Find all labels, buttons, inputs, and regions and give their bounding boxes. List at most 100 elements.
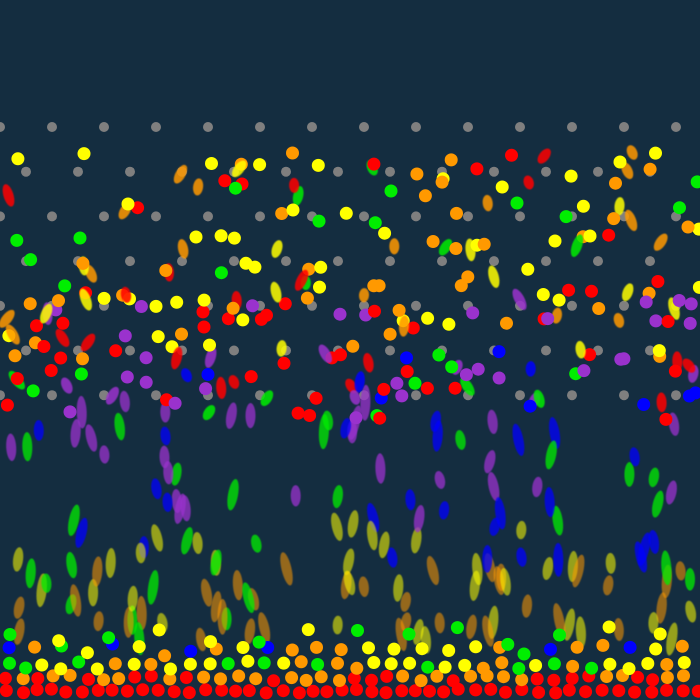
bouncing-ball	[303, 409, 317, 422]
peg	[359, 211, 369, 222]
falling-ball	[332, 485, 343, 509]
peg	[593, 256, 603, 267]
falling-ball	[192, 531, 203, 555]
settled-ball	[285, 671, 299, 685]
peg	[229, 256, 239, 267]
bouncing-ball	[523, 175, 534, 190]
bouncing-ball	[448, 381, 462, 395]
falling-ball	[66, 551, 77, 579]
falling-ball	[6, 433, 17, 462]
settled-ball	[102, 631, 116, 645]
bouncing-ball	[248, 260, 262, 274]
peg	[411, 122, 421, 132]
settled-ball	[232, 669, 246, 683]
bouncing-ball	[214, 229, 228, 243]
peg	[619, 390, 629, 401]
falling-ball	[367, 502, 380, 533]
bouncing-ball	[309, 391, 323, 405]
bouncing-ball	[368, 216, 382, 230]
falling-ball	[232, 570, 244, 601]
settled-ball	[365, 685, 379, 699]
bouncing-ball	[592, 302, 606, 315]
falling-ball	[521, 594, 533, 618]
settled-ball	[203, 657, 217, 671]
falling-ball	[413, 504, 425, 533]
settled-ball	[128, 670, 142, 684]
settled-ball	[414, 674, 428, 688]
peg	[203, 211, 213, 222]
falling-ball	[572, 554, 585, 588]
settled-ball	[30, 683, 44, 697]
settled-ball	[362, 641, 375, 655]
bouncing-ball	[214, 266, 228, 280]
bouncing-ball	[583, 229, 597, 243]
bouncing-ball	[168, 396, 182, 410]
bouncing-ball	[408, 376, 422, 390]
bouncing-ball	[500, 316, 513, 330]
bouncing-ball	[0, 398, 14, 412]
peg	[47, 390, 57, 401]
bouncing-ball	[614, 352, 628, 366]
bouncing-ball	[537, 148, 551, 164]
settled-ball	[379, 686, 393, 700]
bouncing-ball	[445, 360, 459, 374]
peg	[21, 345, 31, 356]
settled-ball	[350, 661, 364, 675]
peg	[541, 166, 551, 177]
settled-ball	[350, 683, 363, 696]
falling-ball	[405, 489, 416, 511]
settled-ball	[469, 683, 483, 697]
settled-ball	[28, 640, 42, 654]
settled-ball	[0, 671, 12, 685]
falling-ball	[685, 600, 697, 623]
falling-ball	[147, 569, 159, 605]
falling-ball	[375, 453, 386, 484]
bouncing-ball	[300, 291, 314, 305]
bouncing-ball	[26, 384, 40, 398]
bouncing-ball	[383, 327, 397, 341]
falling-ball	[430, 410, 442, 432]
settled-ball	[646, 673, 660, 687]
bouncing-ball	[202, 405, 216, 421]
falling-ball	[135, 542, 146, 564]
settled-ball	[596, 638, 610, 652]
peg	[385, 166, 395, 177]
bouncing-ball	[614, 197, 625, 216]
falling-ball	[151, 524, 164, 552]
bouncing-ball	[170, 295, 184, 309]
bouncing-ball	[54, 351, 68, 365]
settled-ball	[127, 657, 141, 671]
bouncing-ball	[171, 346, 183, 370]
bouncing-ball	[74, 367, 88, 381]
falling-ball	[469, 570, 481, 601]
falling-ball	[162, 492, 173, 512]
settled-ball	[204, 635, 217, 649]
settled-ball	[395, 684, 409, 698]
settled-ball	[347, 671, 361, 685]
bouncing-ball	[672, 351, 683, 372]
settled-ball	[90, 662, 104, 676]
settled-ball	[660, 658, 674, 671]
bouncing-ball	[609, 176, 622, 190]
bouncing-ball	[294, 269, 309, 291]
peg	[125, 345, 135, 356]
falling-ball	[67, 504, 80, 537]
bouncing-ball	[139, 375, 153, 389]
bouncing-ball	[318, 344, 333, 364]
bouncing-ball	[37, 340, 51, 353]
bouncing-ball	[244, 370, 258, 384]
bouncing-ball	[461, 270, 475, 284]
bouncing-ball	[2, 184, 15, 207]
bouncing-ball	[227, 231, 241, 245]
settled-ball	[600, 670, 614, 683]
falling-ball	[258, 612, 271, 643]
falling-ball	[637, 532, 651, 566]
falling-ball	[114, 412, 125, 441]
peg	[125, 166, 135, 177]
falling-ball	[605, 552, 616, 574]
bouncing-ball	[358, 288, 370, 303]
settled-ball	[579, 685, 593, 699]
falling-ball	[170, 462, 182, 486]
bouncing-ball	[559, 210, 573, 224]
bouncing-ball	[189, 230, 203, 244]
